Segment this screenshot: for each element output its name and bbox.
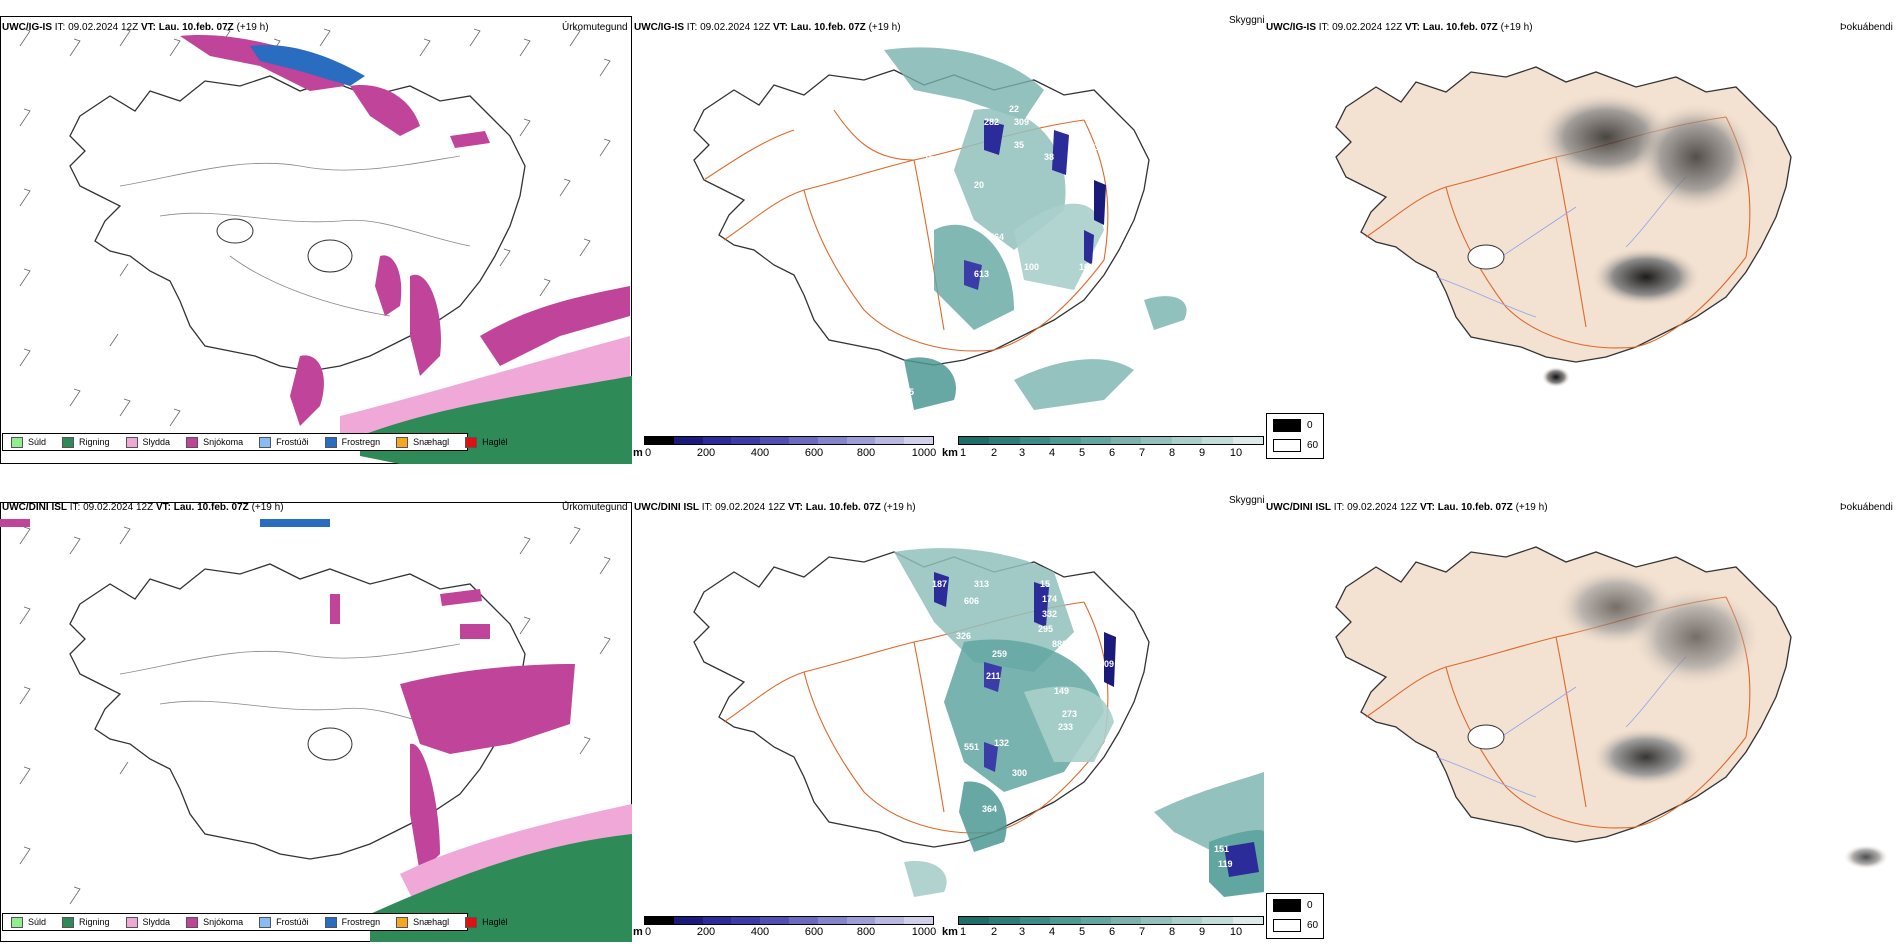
- header-row2-visibility: UWC/DINI ISL IT: 09.02.2024 12Z VT: Lau.…: [634, 502, 916, 513]
- header-row1-fog: UWC/IG-IS IT: 09.02.2024 12Z VT: Lau. 10…: [1266, 22, 1533, 33]
- vis-label: 309: [1099, 659, 1114, 669]
- vis-label: 151: [1214, 844, 1229, 854]
- vis-label: 613: [974, 269, 989, 279]
- visibility-map-row1: 282 309 22 20 35 16 38 110 33 764 100 61…: [693, 47, 1187, 410]
- vis-label: 22: [1009, 104, 1019, 114]
- cbar-ticks-m-row1: 0 200 400 600 800 1000: [644, 447, 937, 459]
- legend-item-frostregn: Frostregn: [324, 436, 380, 448]
- vis-label: 305: [899, 387, 914, 397]
- precip-areas: [180, 35, 632, 464]
- fog-legend-row1: 0 60: [1266, 413, 1324, 459]
- legend-item-snaehagl: Snæhagl: [396, 436, 449, 448]
- legend-item-slydda: Slydda: [125, 436, 170, 448]
- vis-label: 20: [974, 180, 984, 190]
- visibility-map-row2: 187 313 606 326 15 174 332 295 184 880 2…: [693, 548, 1264, 897]
- legend-item-snjokoma: Snjókoma: [186, 916, 243, 928]
- vis-label: 606: [964, 596, 979, 606]
- vis-label: 364: [982, 804, 997, 814]
- vis-label: 15: [1040, 579, 1050, 589]
- legend-item-haglel: Haglél: [465, 916, 508, 928]
- vis-label: 233: [1058, 722, 1073, 732]
- vis-label: 880: [1052, 639, 1067, 649]
- fog-legend-row2: 0 60: [1266, 893, 1324, 939]
- vis-label: 295: [1038, 624, 1053, 634]
- legend-item-frostregn: Frostregn: [324, 916, 380, 928]
- cbar-unit-km-row2: km: [942, 926, 958, 938]
- precip-type-panel-row1: [0, 12, 632, 464]
- title-row1-fog: Þokuábendi: [1840, 22, 1893, 33]
- precip-legend-row2: Súld Rigning Slydda Snjókoma Frostúði Fr…: [2, 913, 508, 931]
- legend-item-snjokoma: Snjókoma: [186, 436, 243, 448]
- vis-label: 184: [1074, 616, 1089, 626]
- vis-label: 551: [964, 742, 979, 752]
- legend-item-sudl: Súld: [11, 436, 46, 448]
- vis-label: 336: [1054, 327, 1069, 337]
- fog-map-row2: [1335, 546, 1888, 869]
- visibility-value-labels: 282 309 22 20 35 16 38 110 33 764 100 61…: [899, 104, 1104, 397]
- vis-label: 259: [992, 649, 1007, 659]
- colorbar-km-row1: [958, 436, 1264, 445]
- colorbar-m-row2: [644, 916, 934, 925]
- vis-label: 309: [1014, 117, 1029, 127]
- colorbar-km-row2: [958, 916, 1264, 925]
- vis-label: 332: [1042, 609, 1057, 619]
- legend-item-sudl: Súld: [11, 916, 46, 928]
- legend-item-snaehagl: Snæhagl: [396, 916, 449, 928]
- vis-label: 106: [1079, 262, 1094, 272]
- header-row1-precip: UWC/IG-IS IT: 09.02.2024 12Z VT: Lau. 10…: [2, 22, 269, 33]
- vis-label: 38: [1044, 152, 1054, 162]
- vis-label: 16: [924, 152, 934, 162]
- title-row2-fog: Þokuábendi: [1840, 502, 1893, 513]
- vis-label: 119: [1218, 859, 1233, 869]
- vis-label: 282: [984, 117, 999, 127]
- precip-type-panel-row2: [0, 492, 632, 944]
- vis-label: 313: [974, 579, 989, 589]
- header-row2-fog: UWC/DINI ISL IT: 09.02.2024 12Z VT: Lau.…: [1266, 502, 1548, 513]
- precip-map-row1-content: [19, 28, 632, 464]
- vis-label: 764: [989, 232, 1004, 242]
- cbar-unit-m-row1: m: [633, 447, 643, 459]
- cbar-unit-m-row2: m: [633, 926, 643, 938]
- legend-item-frostudi: Frostúði: [259, 916, 309, 928]
- title-row2-precip: Úrkomutegund: [562, 502, 628, 513]
- vis-label: 187: [932, 579, 947, 589]
- visibility-shading: [884, 47, 1187, 410]
- vis-label: 326: [956, 631, 971, 641]
- precip-legend-row1: Súld Rigning Slydda Snjókoma Frostúði Fr…: [2, 433, 508, 451]
- header-row2-precip: UWC/DINI ISL IT: 09.02.2024 12Z VT: Lau.…: [2, 502, 284, 513]
- cbar-ticks-m-row2: 0 200 400 600 800 1000: [644, 926, 937, 938]
- legend-item-haglel: Haglél: [465, 436, 508, 448]
- title-row2-visibility: Skyggni: [1229, 495, 1265, 506]
- vis-label: 35: [1014, 140, 1024, 150]
- vis-label: 33: [1094, 142, 1104, 152]
- fog-map-row1: [1335, 66, 1792, 387]
- legend-item-rigning: Rigning: [62, 916, 110, 928]
- colorbar-m-row1: [644, 436, 934, 445]
- title-row1-precip: Úrkomutegund: [562, 22, 628, 33]
- header-row1-visibility: UWC/IG-IS IT: 09.02.2024 12Z VT: Lau. 10…: [634, 22, 901, 33]
- iceland-outline: [69, 75, 526, 372]
- cbar-ticks-km-row1: 1 2 3 4 5 6 7 8 9 10: [959, 447, 1243, 459]
- vis-label: 300: [1012, 768, 1027, 778]
- precip-map-row2: [0, 519, 632, 942]
- cbar-ticks-km-row2: 1 2 3 4 5 6 7 8 9 10: [959, 926, 1243, 938]
- vis-label: 174: [1042, 594, 1057, 604]
- vis-label: 110: [1074, 152, 1089, 162]
- vis-label: 211: [986, 671, 1001, 681]
- title-row1-visibility: Skyggni: [1229, 15, 1265, 26]
- cbar-unit-km-row1: km: [942, 447, 958, 459]
- vis-label: 100: [1024, 262, 1039, 272]
- vis-label: 273: [1062, 709, 1077, 719]
- legend-item-frostudi: Frostúði: [259, 436, 309, 448]
- legend-item-slydda: Slydda: [125, 916, 170, 928]
- vis-label: 149: [1054, 686, 1069, 696]
- legend-item-rigning: Rigning: [62, 436, 110, 448]
- vis-label: 132: [994, 738, 1009, 748]
